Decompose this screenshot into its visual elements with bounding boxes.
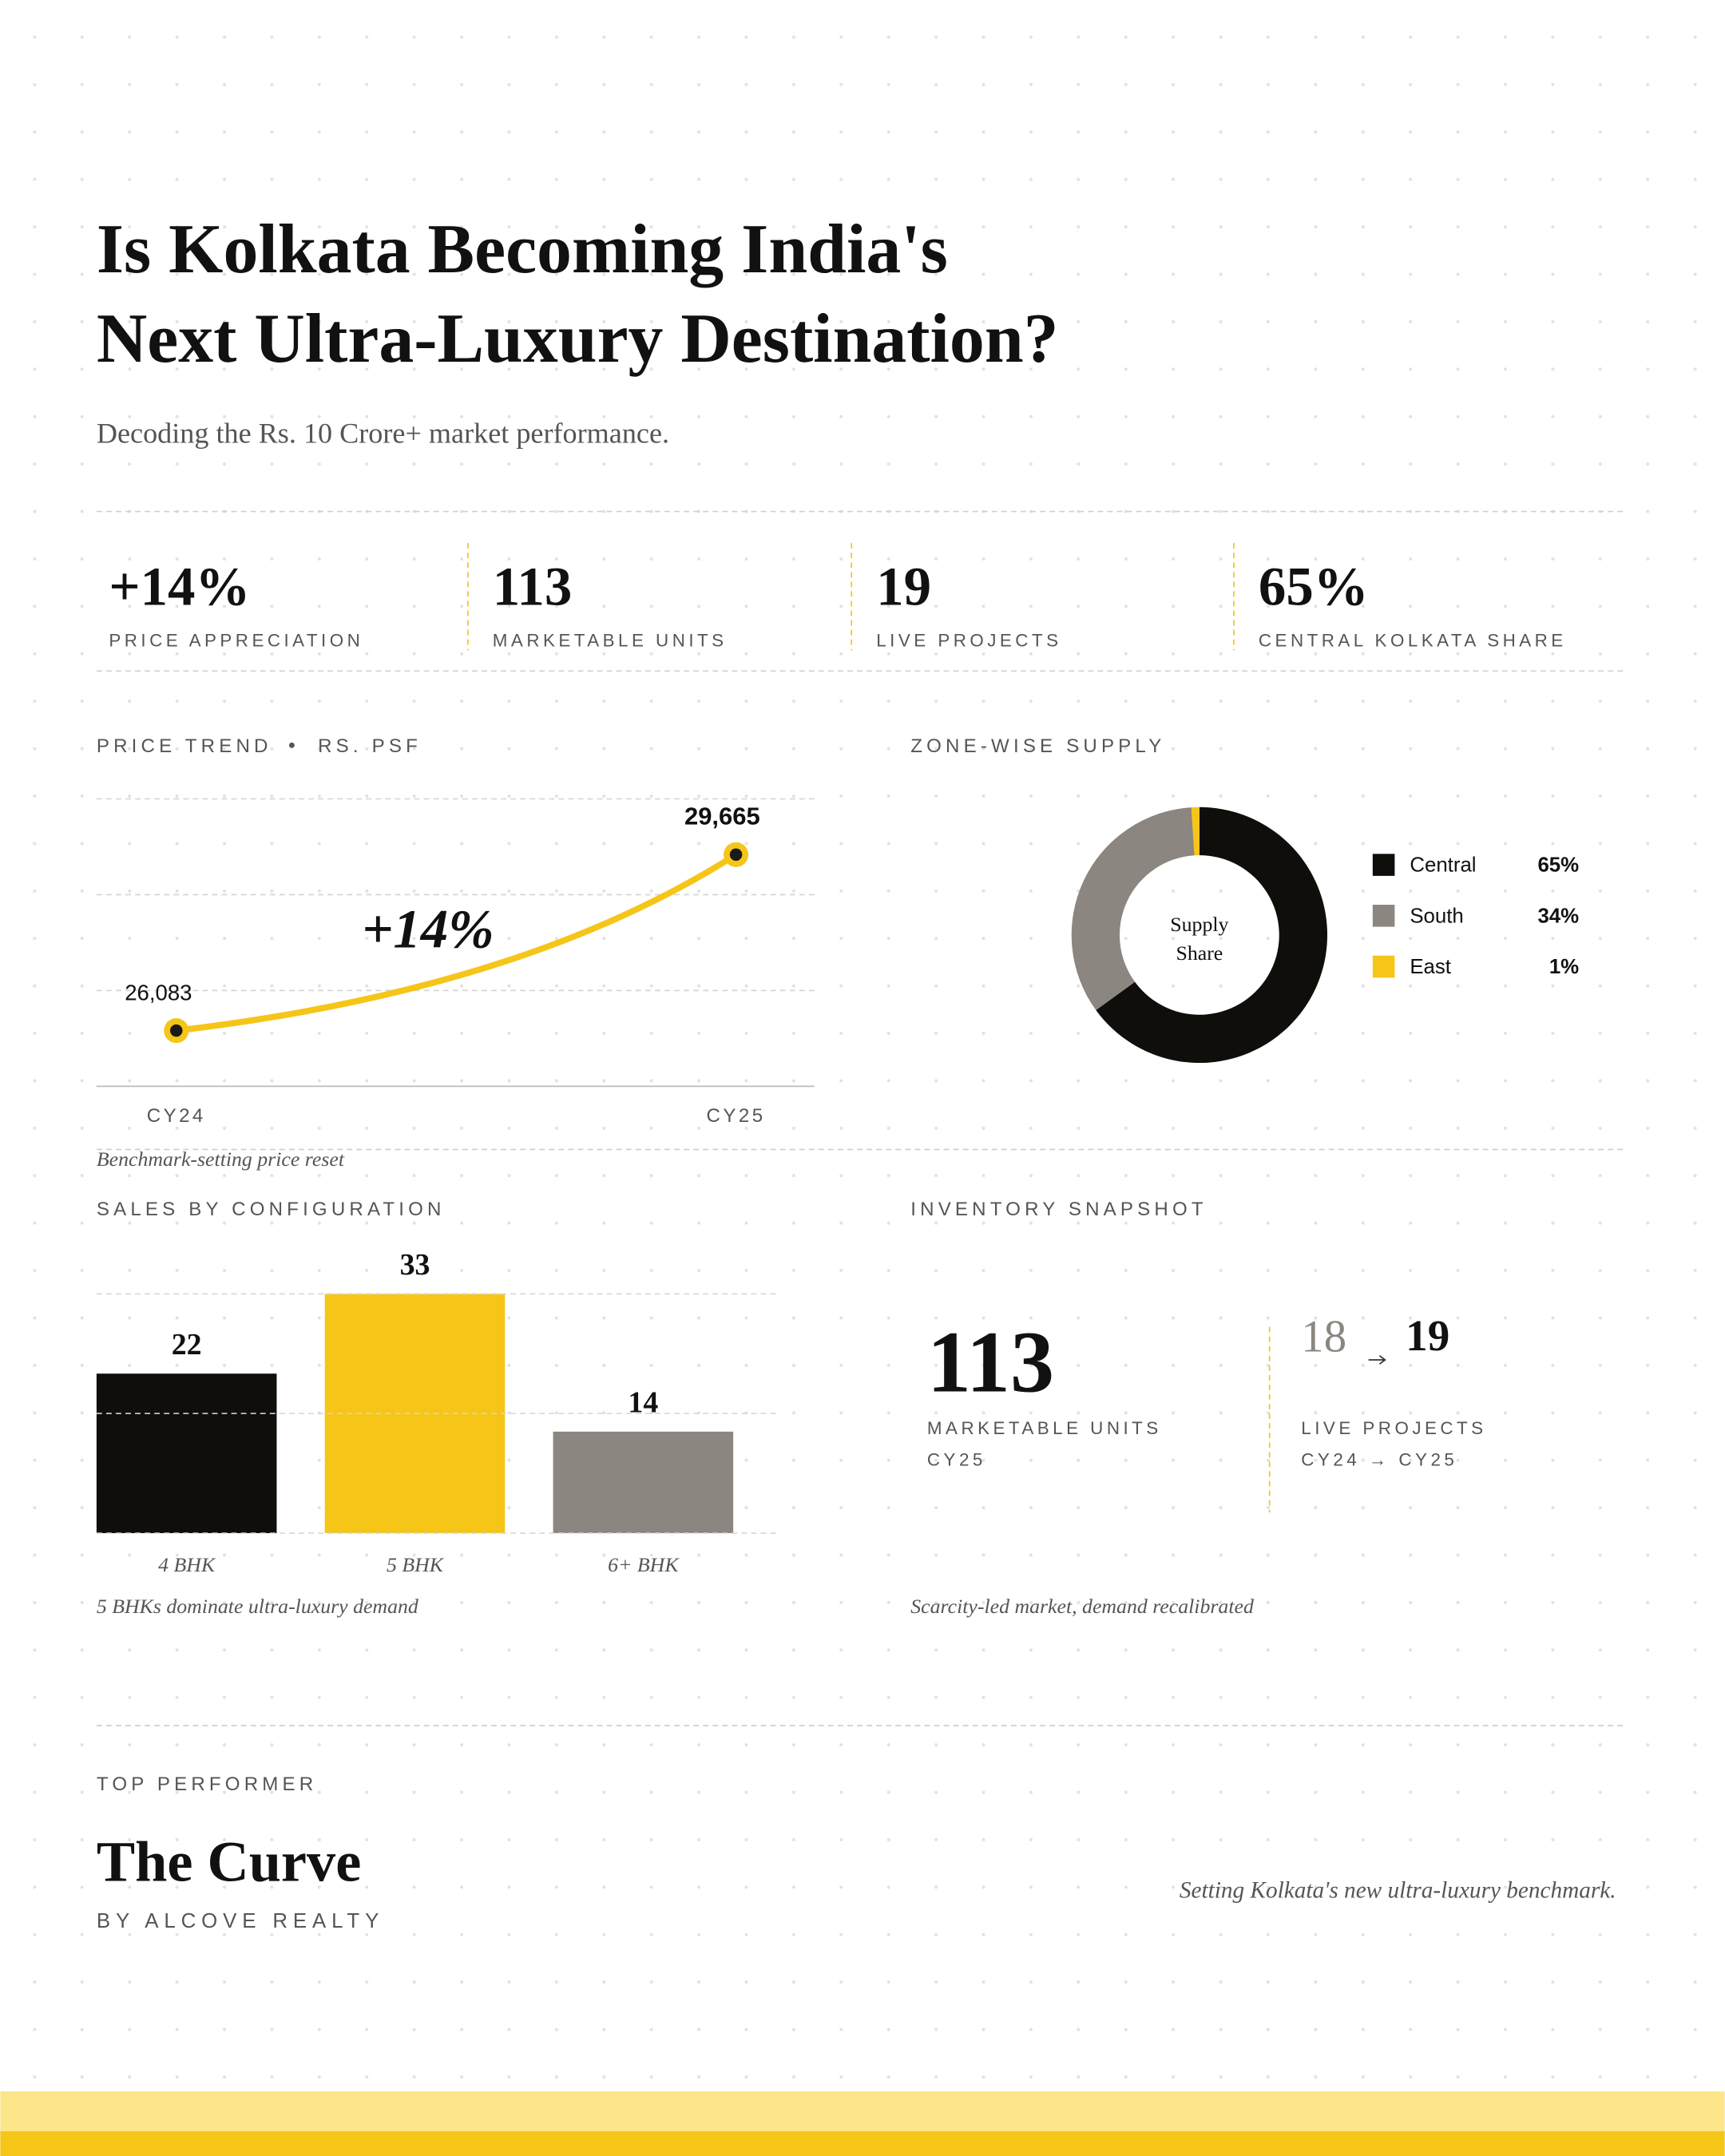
caption: Benchmark-setting price reset [97, 1147, 345, 1171]
stat-label: LIVE PROJECTS [876, 630, 1061, 650]
data-label: 22 [172, 1328, 202, 1361]
projects-label: LIVE PROJECTS [1301, 1418, 1486, 1438]
stat-label: PRICE APPRECIATION [109, 630, 363, 650]
stats-row: +14% PRICE APPRECIATION 113 MARKETABLE UNIT… [109, 543, 1567, 651]
data-label: 33 [400, 1248, 430, 1282]
price-line [172, 851, 740, 1034]
center-label: Supply [1170, 913, 1228, 936]
bar [553, 1431, 734, 1533]
legend-label: South [1410, 905, 1463, 927]
section-title: PRICE TREND [97, 735, 272, 757]
stat-value: 19 [876, 557, 931, 617]
legend-swatch [1372, 955, 1395, 978]
section-title: ZONE-WISE SUPPLY [910, 735, 1165, 757]
legend-value: 1% [1549, 956, 1579, 978]
stat-label: CENTRAL KOLKATA SHARE [1259, 630, 1567, 650]
legend-value: 34% [1537, 905, 1579, 927]
point-core [729, 848, 743, 862]
units-value: 113 [927, 1314, 1054, 1411]
caption: 5 BHKs dominate ultra-luxury demand [97, 1595, 418, 1618]
data-label: 29,665 [684, 802, 760, 830]
bar [96, 1373, 277, 1533]
separator-dot [288, 742, 295, 748]
kicker: TOP PERFORMER [97, 1774, 317, 1795]
stat-value: +14% [109, 557, 250, 617]
legend-label: East [1410, 956, 1451, 978]
section-title: INVENTORY SNAPSHOT [910, 1199, 1207, 1220]
arrow [1368, 1355, 1386, 1365]
x-tick-label: 6+ BHK [608, 1553, 680, 1576]
section-subtitle: RS. PSF [318, 735, 422, 757]
stat-value: 65% [1259, 557, 1369, 617]
caption: Scarcity-led market, demand recalibrated [910, 1595, 1254, 1618]
x-tick-label: CY24 [147, 1105, 206, 1127]
donut-segment [1096, 807, 1328, 1064]
legend-swatch [1372, 905, 1395, 927]
legend-swatch [1372, 854, 1395, 876]
tagline: Setting Kolkata's new ultra-luxury bench… [1180, 1877, 1616, 1903]
donut-segment [1071, 807, 1195, 1011]
annotation: +14% [362, 898, 494, 959]
projects-period: CY24 → CY25 [1301, 1450, 1457, 1470]
center-label: Share [1176, 941, 1223, 965]
footer-band [0, 2131, 1725, 2156]
units-label: MARKETABLE UNITS [927, 1418, 1162, 1438]
data-label: 26,083 [125, 981, 192, 1005]
point-core [170, 1024, 183, 1037]
x-tick-label: CY25 [707, 1105, 766, 1127]
legend-label: Central [1410, 854, 1476, 877]
title-line: Is Kolkata Becoming India's [97, 210, 948, 287]
units-period: CY25 [927, 1450, 986, 1470]
section-title: SALES BY CONFIGURATION [97, 1199, 446, 1220]
subtitle: Decoding the Rs. 10 Crore+ market perfor… [97, 417, 669, 449]
footer-band [0, 2091, 1725, 2133]
projects-from: 18 [1301, 1312, 1346, 1362]
projects-to: 19 [1406, 1311, 1449, 1360]
data-label: 14 [628, 1386, 658, 1420]
x-tick-label: 4 BHK [158, 1553, 216, 1576]
stat-value: 113 [493, 557, 573, 617]
performer-name: The Curve [97, 1830, 361, 1894]
x-tick-label: 5 BHK [387, 1553, 445, 1576]
legend-value: 65% [1537, 854, 1579, 877]
title-line: Next Ultra-Luxury Destination? [97, 299, 1059, 377]
donut-segment [1191, 807, 1200, 856]
developer: BY ALCOVE REALTY [97, 1910, 384, 1932]
stat-label: MARKETABLE UNITS [493, 630, 728, 650]
dot-pattern [0, 0, 1725, 2091]
